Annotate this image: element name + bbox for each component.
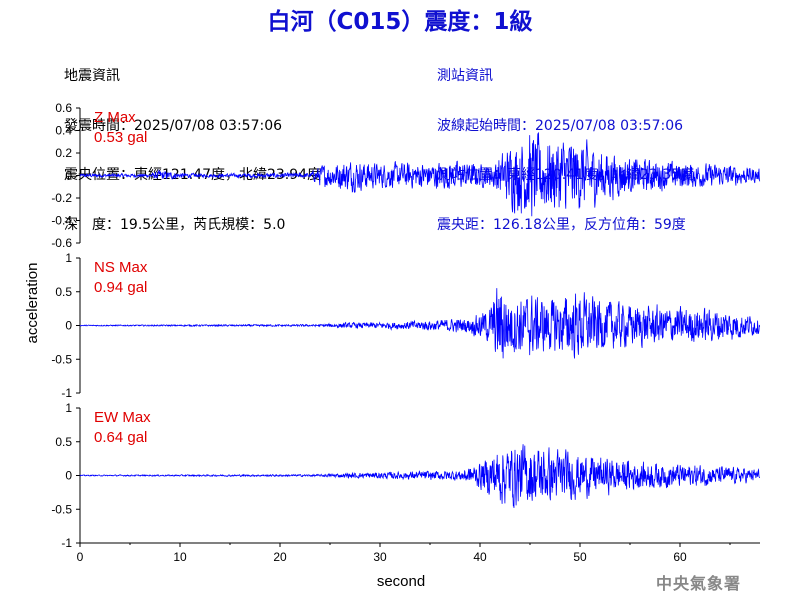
max-label-ew: EW Max — [94, 409, 151, 426]
y-tick-label: 0 — [65, 469, 72, 483]
y-tick-label: -1 — [61, 536, 72, 550]
y-tick-label: 0.5 — [55, 435, 72, 449]
waveform-ew — [79, 444, 761, 508]
quake-info-block: 地震資訊 發震時間：2025/07/08 03:57:06 震央位置：東經121… — [64, 35, 321, 250]
max-value-z: 0.53 gal — [94, 129, 147, 146]
y-tick-label: 0.6 — [55, 101, 72, 115]
agency-watermark: 中央氣象署 — [656, 574, 742, 593]
y-tick-label: 0 — [65, 319, 72, 333]
x-tick-label: 30 — [373, 550, 387, 564]
y-tick-label: -0.5 — [51, 502, 72, 516]
max-label-ns: NS Max — [94, 259, 148, 276]
y-tick-label: 1 — [65, 401, 72, 415]
x-tick-label: 50 — [573, 550, 587, 564]
y-tick-label: 0.5 — [55, 285, 72, 299]
y-tick-label: -1 — [61, 386, 72, 400]
max-label-z: Z Max — [94, 109, 136, 126]
y-tick-label: 0.4 — [55, 124, 72, 138]
station-info-heading: 測站資訊 — [437, 68, 493, 84]
waveform-z — [79, 132, 761, 217]
epicentral-distance: 震央距：126.18公里，反方位角：59度 — [437, 216, 686, 233]
x-tick-label: 10 — [173, 550, 187, 564]
waveform-ns — [79, 288, 761, 359]
y-tick-label: -0.2 — [51, 191, 72, 205]
y-tick-label: -0.6 — [51, 236, 72, 250]
depth-magnitude: 深 度：19.5公里，芮氏規模：5.0 — [64, 216, 286, 233]
y-tick-label: 0 — [65, 169, 72, 183]
max-value-ew: 0.64 gal — [94, 429, 147, 446]
x-axis-label: second — [377, 573, 425, 590]
y-tick-label: 1 — [65, 251, 72, 265]
y-tick-label: 0.2 — [55, 146, 72, 160]
quake-info-heading: 地震資訊 — [64, 68, 120, 84]
x-tick-label: 40 — [473, 550, 487, 564]
page-title: 白河（C015）震度：1級 — [267, 9, 533, 35]
y-tick-label: -0.4 — [51, 214, 72, 228]
max-value-ns: 0.94 gal — [94, 279, 147, 296]
x-tick-label: 20 — [273, 550, 287, 564]
wave-start-time: 波線起始時間：2025/07/08 03:57:06 — [437, 117, 684, 134]
origin-time: 發震時間：2025/07/08 03:57:06 — [64, 117, 283, 134]
y-axis-label: acceleration — [24, 263, 41, 344]
x-tick-label: 0 — [77, 550, 84, 564]
y-tick-label: -0.5 — [51, 352, 72, 366]
epicenter-position: 震央位置：東經121.47度，北緯23.94度 — [64, 167, 322, 183]
x-tick-label: 60 — [673, 550, 687, 564]
